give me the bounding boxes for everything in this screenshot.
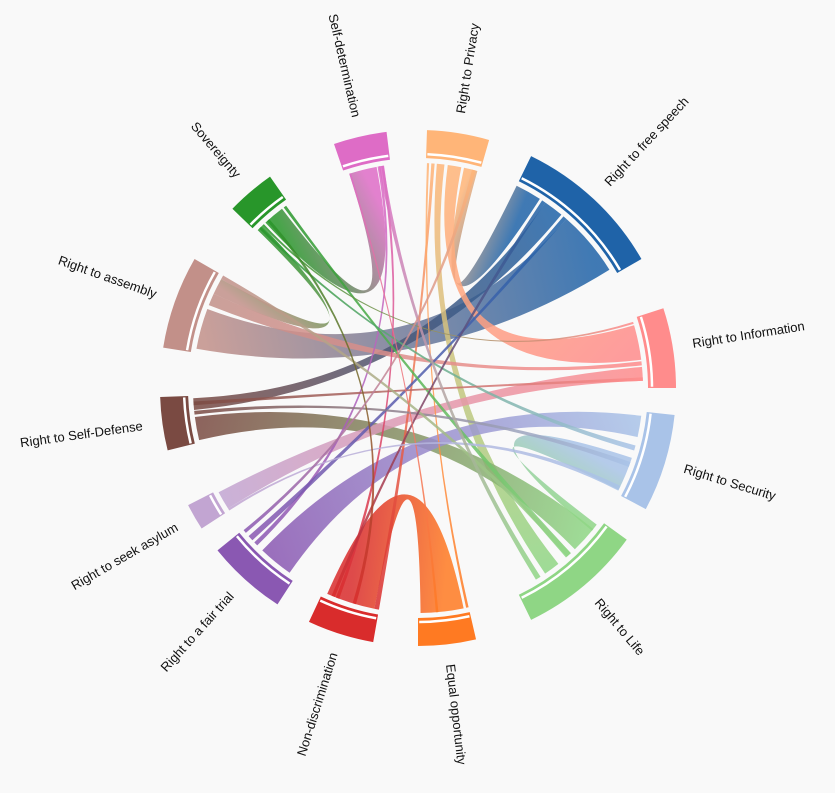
arc-right-to-seek-asylum[interactable] [188,492,226,529]
arc-separator-right-to-privacy [427,152,482,164]
arc-right-to-information[interactable] [636,308,676,388]
arc-separator-equal-opportunity [419,615,470,624]
ribbon-right-to-security-to-right-to-life[interactable] [512,434,632,531]
arc-sovereignty[interactable] [232,176,287,229]
ribbon-right-to-self-defense-to-right-to-life[interactable] [194,412,594,550]
arc-separator-right-to-seek-asylum [208,494,223,516]
arc-right-to-life[interactable] [518,523,627,620]
ribbon-right-to-life-to-sovereignty[interactable] [283,205,571,558]
ribbon-right-to-a-fair-trial-to-right-to-free-speech[interactable] [248,216,567,541]
arc-right-to-a-fair-trial[interactable] [217,532,293,605]
ribbon-right-to-free-speech-to-right-to-assembly[interactable] [196,218,610,359]
label-right-to-assembly: Right to assembly [56,253,159,302]
ribbons-layer [193,163,643,613]
arc-right-to-assembly[interactable] [163,259,219,353]
arc-separator-right-to-security [624,413,652,498]
label-right-to-seek-asylum: Right to seek asylum [68,520,180,593]
ribbon-right-to-self-defense-to-right-to-information[interactable] [193,377,643,406]
arc-separator-right-to-free-speech [521,177,622,271]
ribbon-right-to-a-fair-trial-to-right-to-security[interactable] [262,411,642,573]
label-right-to-self-defense: Right to Self-Defense [19,418,143,450]
ribbon-equal-opportunity-to-non-discrimination[interactable] [327,494,464,613]
label-right-to-privacy: Right to Privacy [453,22,482,115]
arc-separator-right-to-life [521,525,608,599]
label-right-to-life: Right to Life [592,595,648,658]
arc-right-to-security[interactable] [621,412,675,510]
label-sovereignty: Sovereignty [188,119,244,181]
arc-separator-non-discrimination [319,599,377,620]
label-right-to-information: Right to Information [691,318,805,351]
arc-separator-right-to-information [639,316,654,387]
ribbon-self-determination-to-sovereignty[interactable] [265,166,386,294]
ribbon-right-to-privacy-to-right-to-information[interactable] [444,164,642,363]
arc-separator-right-to-a-fair-trial [235,535,291,585]
ribbon-right-to-assembly-to-right-to-information[interactable] [208,293,642,371]
ribbon-right-to-free-speech-to-right-to-privacy[interactable] [451,167,540,287]
arc-separator-right-to-assembly [185,271,216,351]
arc-right-to-privacy[interactable] [426,130,490,167]
ribbon-sovereignty-to-right-to-assembly[interactable] [213,225,330,329]
arc-non-discrimination[interactable] [308,596,379,643]
arc-right-to-free-speech[interactable] [518,156,642,273]
arc-separator-right-to-self-defense [182,397,192,444]
ribbon-non-discrimination-to-right-to-privacy[interactable] [374,163,435,610]
arcs-layer [160,130,676,646]
label-right-to-free-speech: Right to free speech [601,94,691,189]
label-non-discrimination: Non-discrimination [294,651,341,758]
label-right-to-security: Right to Security [682,461,778,503]
label-right-to-a-fair-trial: Right to a fair trial [157,589,236,675]
arc-separator-self-determination [342,154,389,168]
arc-separator-sovereignty [249,195,284,226]
label-equal-opportunity: Equal opportunity [443,663,469,766]
label-self-determination: Self-determination [325,12,363,118]
ribbon-right-to-self-defense-to-right-to-security[interactable] [194,405,631,467]
arc-self-determination[interactable] [334,131,390,171]
ribbon-sovereignty-to-non-discrimination[interactable] [267,219,375,605]
